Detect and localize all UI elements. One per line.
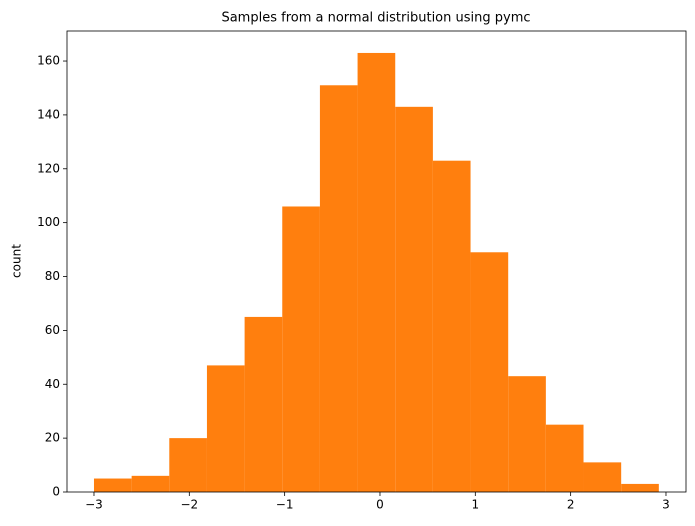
y-tick-label: 0 bbox=[52, 485, 60, 499]
x-tick-label: −2 bbox=[180, 498, 198, 512]
bar bbox=[432, 160, 471, 492]
bar bbox=[131, 475, 170, 492]
bar bbox=[545, 424, 584, 492]
bar bbox=[583, 462, 622, 492]
y-tick-label: 20 bbox=[45, 431, 60, 445]
bar bbox=[357, 52, 396, 492]
y-tick-label: 80 bbox=[45, 269, 60, 283]
bar bbox=[470, 252, 509, 492]
bar bbox=[508, 376, 546, 492]
x-tick-label: −1 bbox=[276, 498, 294, 512]
x-tick-label: 2 bbox=[567, 498, 575, 512]
bar bbox=[395, 106, 433, 493]
y-axis-label: count bbox=[10, 244, 24, 278]
bar bbox=[206, 365, 245, 492]
y-tick-label: 140 bbox=[37, 107, 60, 121]
bar bbox=[93, 478, 132, 492]
bar bbox=[282, 206, 320, 492]
bar bbox=[244, 316, 283, 492]
y-tick-label: 100 bbox=[37, 215, 60, 229]
plot-area bbox=[93, 52, 659, 493]
x-tick-label: 1 bbox=[471, 498, 479, 512]
y-tick-label: 40 bbox=[45, 377, 60, 391]
bar bbox=[621, 483, 659, 492]
y-tick-label: 160 bbox=[37, 54, 60, 68]
chart-title: Samples from a normal distribution using… bbox=[221, 11, 530, 26]
y-tick-label: 120 bbox=[37, 161, 60, 175]
axes-frame bbox=[66, 30, 687, 493]
bar bbox=[169, 438, 207, 492]
x-tick-label: 3 bbox=[662, 498, 670, 512]
y-tick-label: 60 bbox=[45, 323, 60, 337]
bar bbox=[319, 85, 358, 492]
x-tick-label: −3 bbox=[85, 498, 103, 512]
x-tick-label: 0 bbox=[376, 498, 384, 512]
